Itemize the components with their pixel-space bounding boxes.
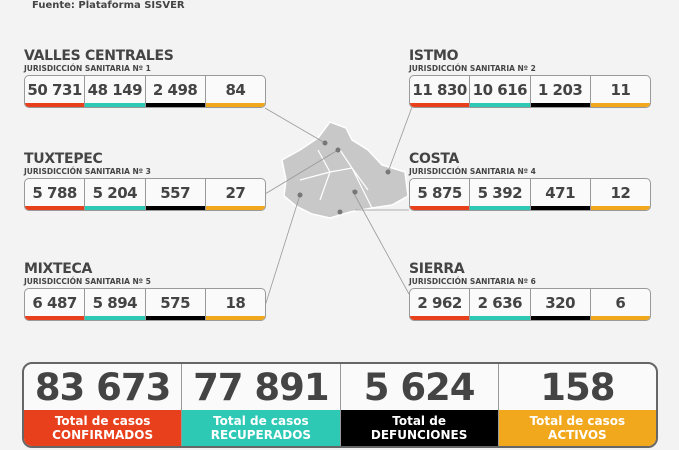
connector-lines bbox=[264, 106, 413, 307]
region-jurisdiction: JURISDICCIÓN SANITARIA Nº 3 bbox=[24, 167, 151, 176]
region-value: 471 bbox=[530, 179, 591, 210]
region-value: 320 bbox=[530, 289, 591, 320]
region-value: 11 830 bbox=[410, 76, 471, 107]
region-name: VALLES CENTRALES bbox=[24, 48, 174, 64]
region-value: 2 636 bbox=[470, 289, 531, 320]
region-name: MIXTECA bbox=[24, 261, 93, 277]
region-card: SIERRA JURISDICCIÓN SANITARIA Nº 6 2 962 2 … bbox=[409, 262, 651, 321]
region-value: 27 bbox=[205, 179, 265, 210]
region-name: COSTA bbox=[409, 151, 460, 167]
total-confirmados: 83 673 Total de casos CONFIRMADOS bbox=[24, 364, 183, 446]
region-value: 12 bbox=[590, 179, 650, 210]
region-name: ISTMO bbox=[409, 48, 459, 64]
region-value: 5 788 bbox=[25, 179, 86, 210]
region-value: 557 bbox=[145, 179, 206, 210]
region-card: VALLES CENTRALES JURISDICCIÓN SANITARIA N… bbox=[24, 49, 266, 108]
totals-card: 83 673 Total de casos CONFIRMADOS 77 891 To… bbox=[22, 362, 658, 448]
region-value: 5 894 bbox=[85, 289, 146, 320]
region-value: 11 bbox=[590, 76, 650, 107]
region-jurisdiction: JURISDICCIÓN SANITARIA Nº 6 bbox=[409, 277, 536, 286]
region-value: 2 962 bbox=[410, 289, 471, 320]
region-value: 1 203 bbox=[530, 76, 591, 107]
region-card: ISTMO JURISDICCIÓN SANITARIA Nº 2 11 830 10… bbox=[409, 49, 651, 108]
region-value: 2 498 bbox=[145, 76, 206, 107]
region-value: 6 bbox=[590, 289, 650, 320]
region-jurisdiction: JURISDICCIÓN SANITARIA Nº 1 bbox=[24, 64, 151, 73]
map-shape bbox=[281, 121, 409, 219]
region-value: 5 204 bbox=[85, 179, 146, 210]
region-value: 18 bbox=[205, 289, 265, 320]
region-value: 575 bbox=[145, 289, 206, 320]
region-jurisdiction: JURISDICCIÓN SANITARIA Nº 5 bbox=[24, 277, 151, 286]
region-value: 10 616 bbox=[470, 76, 531, 107]
region-jurisdiction: JURISDICCIÓN SANITARIA Nº 2 bbox=[409, 64, 536, 73]
region-name: SIERRA bbox=[409, 261, 465, 277]
region-card: COSTA JURISDICCIÓN SANITARIA Nº 4 5 875 5 3… bbox=[409, 152, 651, 211]
total-activos: 158 Total de casos ACTIVOS bbox=[498, 364, 656, 446]
region-card: TUXTEPEC JURISDICCIÓN SANITARIA Nº 3 5 788… bbox=[24, 152, 266, 211]
region-value: 48 149 bbox=[85, 76, 146, 107]
total-defunciones: 5 624 Total de DEFUNCIONES bbox=[340, 364, 499, 446]
region-value: 5 875 bbox=[410, 179, 471, 210]
total-recuperados: 77 891 Total de casos RECUPERADOS bbox=[182, 364, 341, 446]
region-value: 84 bbox=[205, 76, 265, 107]
region-value: 5 392 bbox=[470, 179, 531, 210]
region-jurisdiction: JURISDICCIÓN SANITARIA Nº 4 bbox=[409, 167, 536, 176]
region-value: 6 487 bbox=[25, 289, 86, 320]
region-name: TUXTEPEC bbox=[24, 151, 103, 167]
region-value: 50 731 bbox=[25, 76, 86, 107]
source-note: Fuente: Plataforma SISVER bbox=[32, 0, 185, 11]
